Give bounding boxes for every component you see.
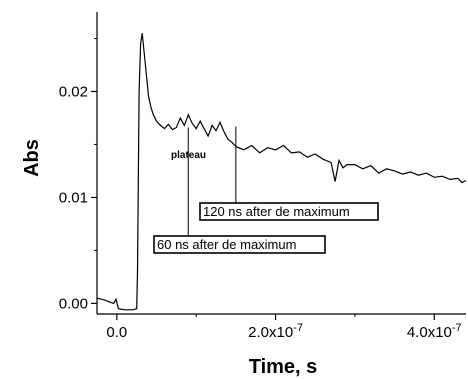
x-tick-label: 4.0x10-7	[407, 322, 462, 341]
x-axis-title: Time, s	[249, 356, 318, 378]
plateau-label: plateau	[171, 150, 206, 161]
annotations: 60 ns after de maximum 120 ns after de ma…	[153, 126, 379, 254]
y-ticks: 0.00 0.01 0.02	[59, 37, 97, 312]
axes	[96, 12, 466, 315]
y-tick-label: 0.01	[59, 189, 88, 206]
annotation-60ns-box	[153, 235, 326, 254]
annotation-120ns-box	[199, 202, 379, 221]
y-axis-title: Abs	[21, 139, 43, 177]
y-tick-label: 0.00	[59, 295, 88, 312]
annotation-120ns-label: 120 ns after de maximum	[203, 204, 350, 219]
annotation-60ns-label: 60 ns after de maximum	[157, 237, 296, 252]
absorbance-series-line	[96, 33, 467, 311]
x-tick-label: 0.0	[106, 324, 127, 341]
x-tick-label: 2.0x10-7	[248, 322, 303, 341]
x-ticks: 0.0 2.0x10-7 4.0x10-7	[106, 314, 462, 341]
y-tick-label: 0.02	[59, 83, 88, 100]
